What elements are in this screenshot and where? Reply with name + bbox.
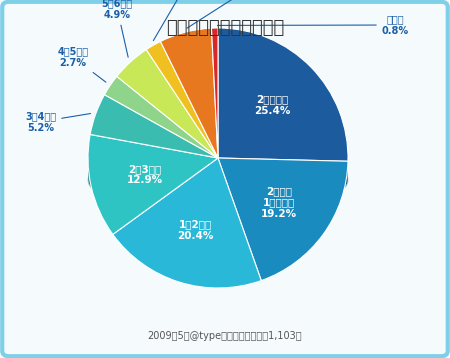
Text: 2009年5月@type調べ（有効回答数1,103）: 2009年5月@type調べ（有効回答数1,103）: [148, 331, 302, 341]
Text: 初めての転職の活動期間: 初めての転職の活動期間: [166, 19, 284, 37]
Wedge shape: [104, 76, 218, 158]
Wedge shape: [218, 28, 348, 161]
Wedge shape: [212, 28, 218, 158]
Text: 4～5ヶ月
2.7%: 4～5ヶ月 2.7%: [57, 47, 106, 82]
Text: 1～2ヶ月
20.4%: 1～2ヶ月 20.4%: [177, 219, 214, 241]
Polygon shape: [261, 159, 348, 214]
Wedge shape: [146, 42, 218, 158]
Wedge shape: [161, 28, 218, 158]
Wedge shape: [117, 49, 218, 158]
Text: 5～6ヶ月
4.9%: 5～6ヶ月 4.9%: [102, 0, 133, 57]
Wedge shape: [88, 135, 218, 234]
Text: 3～4ヶ月
5.2%: 3～4ヶ月 5.2%: [25, 111, 90, 132]
Wedge shape: [218, 158, 348, 281]
Wedge shape: [90, 95, 218, 158]
Text: 2週間以内
25.4%: 2週間以内 25.4%: [254, 95, 290, 116]
Text: その他
0.8%: その他 0.8%: [217, 14, 409, 36]
Ellipse shape: [88, 144, 348, 216]
Wedge shape: [113, 158, 261, 288]
Text: 2週間～
1ヶ月以内
19.2%: 2週間～ 1ヶ月以内 19.2%: [261, 186, 297, 219]
Text: 6～7ヶ月
2.0%: 6～7ヶ月 2.0%: [153, 0, 213, 40]
Polygon shape: [88, 159, 113, 201]
Text: 7ヶ月以上
6.5%: 7ヶ月以上 6.5%: [187, 0, 302, 28]
Text: 2～3ヶ月
12.9%: 2～3ヶ月 12.9%: [126, 164, 162, 185]
Polygon shape: [113, 179, 261, 216]
